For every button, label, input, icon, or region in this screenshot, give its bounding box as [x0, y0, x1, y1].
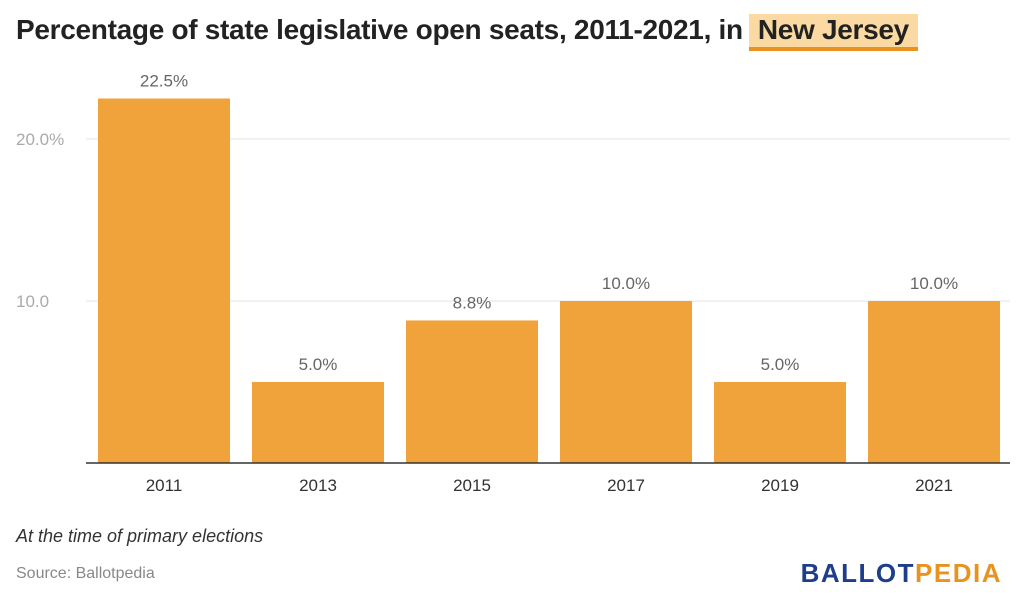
bar[interactable] [560, 301, 692, 463]
bar[interactable] [868, 301, 1000, 463]
x-tick-label: 2013 [299, 476, 337, 495]
bar[interactable] [98, 98, 230, 464]
bar[interactable] [406, 320, 538, 463]
chart-title: Percentage of state legislative open sea… [16, 14, 918, 51]
state-highlight[interactable]: New Jersey [748, 14, 918, 51]
title-prefix: Percentage of state legislative open sea… [16, 14, 743, 45]
data-label: 5.0% [761, 355, 800, 374]
y-tick-label: 20.0% [16, 130, 64, 149]
x-tick-label: 2019 [761, 476, 799, 495]
chart-note: At the time of primary elections [16, 526, 264, 546]
data-label: 22.5% [140, 72, 188, 91]
source-text: Source: Ballotpedia [16, 565, 155, 582]
data-label: 5.0% [299, 355, 338, 374]
bar-chart: 10.0 20.0% 22.5% 2011 5.0% 2013 8.8% 2015 10.0% 2… [16, 72, 1010, 495]
y-tick-label: 10.0 [16, 292, 49, 311]
logo-ballot-text: BALLOT [800, 558, 916, 588]
x-tick-label: 2011 [146, 476, 183, 495]
data-label: 10.0% [910, 274, 958, 293]
data-label: 10.0% [602, 274, 650, 293]
data-label: 8.8% [453, 293, 492, 312]
x-tick-label: 2015 [453, 476, 491, 495]
x-tick-label: 2021 [915, 476, 953, 495]
ballotpedia-logo[interactable]: BALLOTPEDIA [801, 558, 1002, 589]
bar[interactable] [252, 382, 384, 463]
x-tick-label: 2017 [607, 476, 645, 495]
bar[interactable] [714, 382, 846, 463]
logo-pedia-text: PEDIA [915, 558, 1002, 588]
